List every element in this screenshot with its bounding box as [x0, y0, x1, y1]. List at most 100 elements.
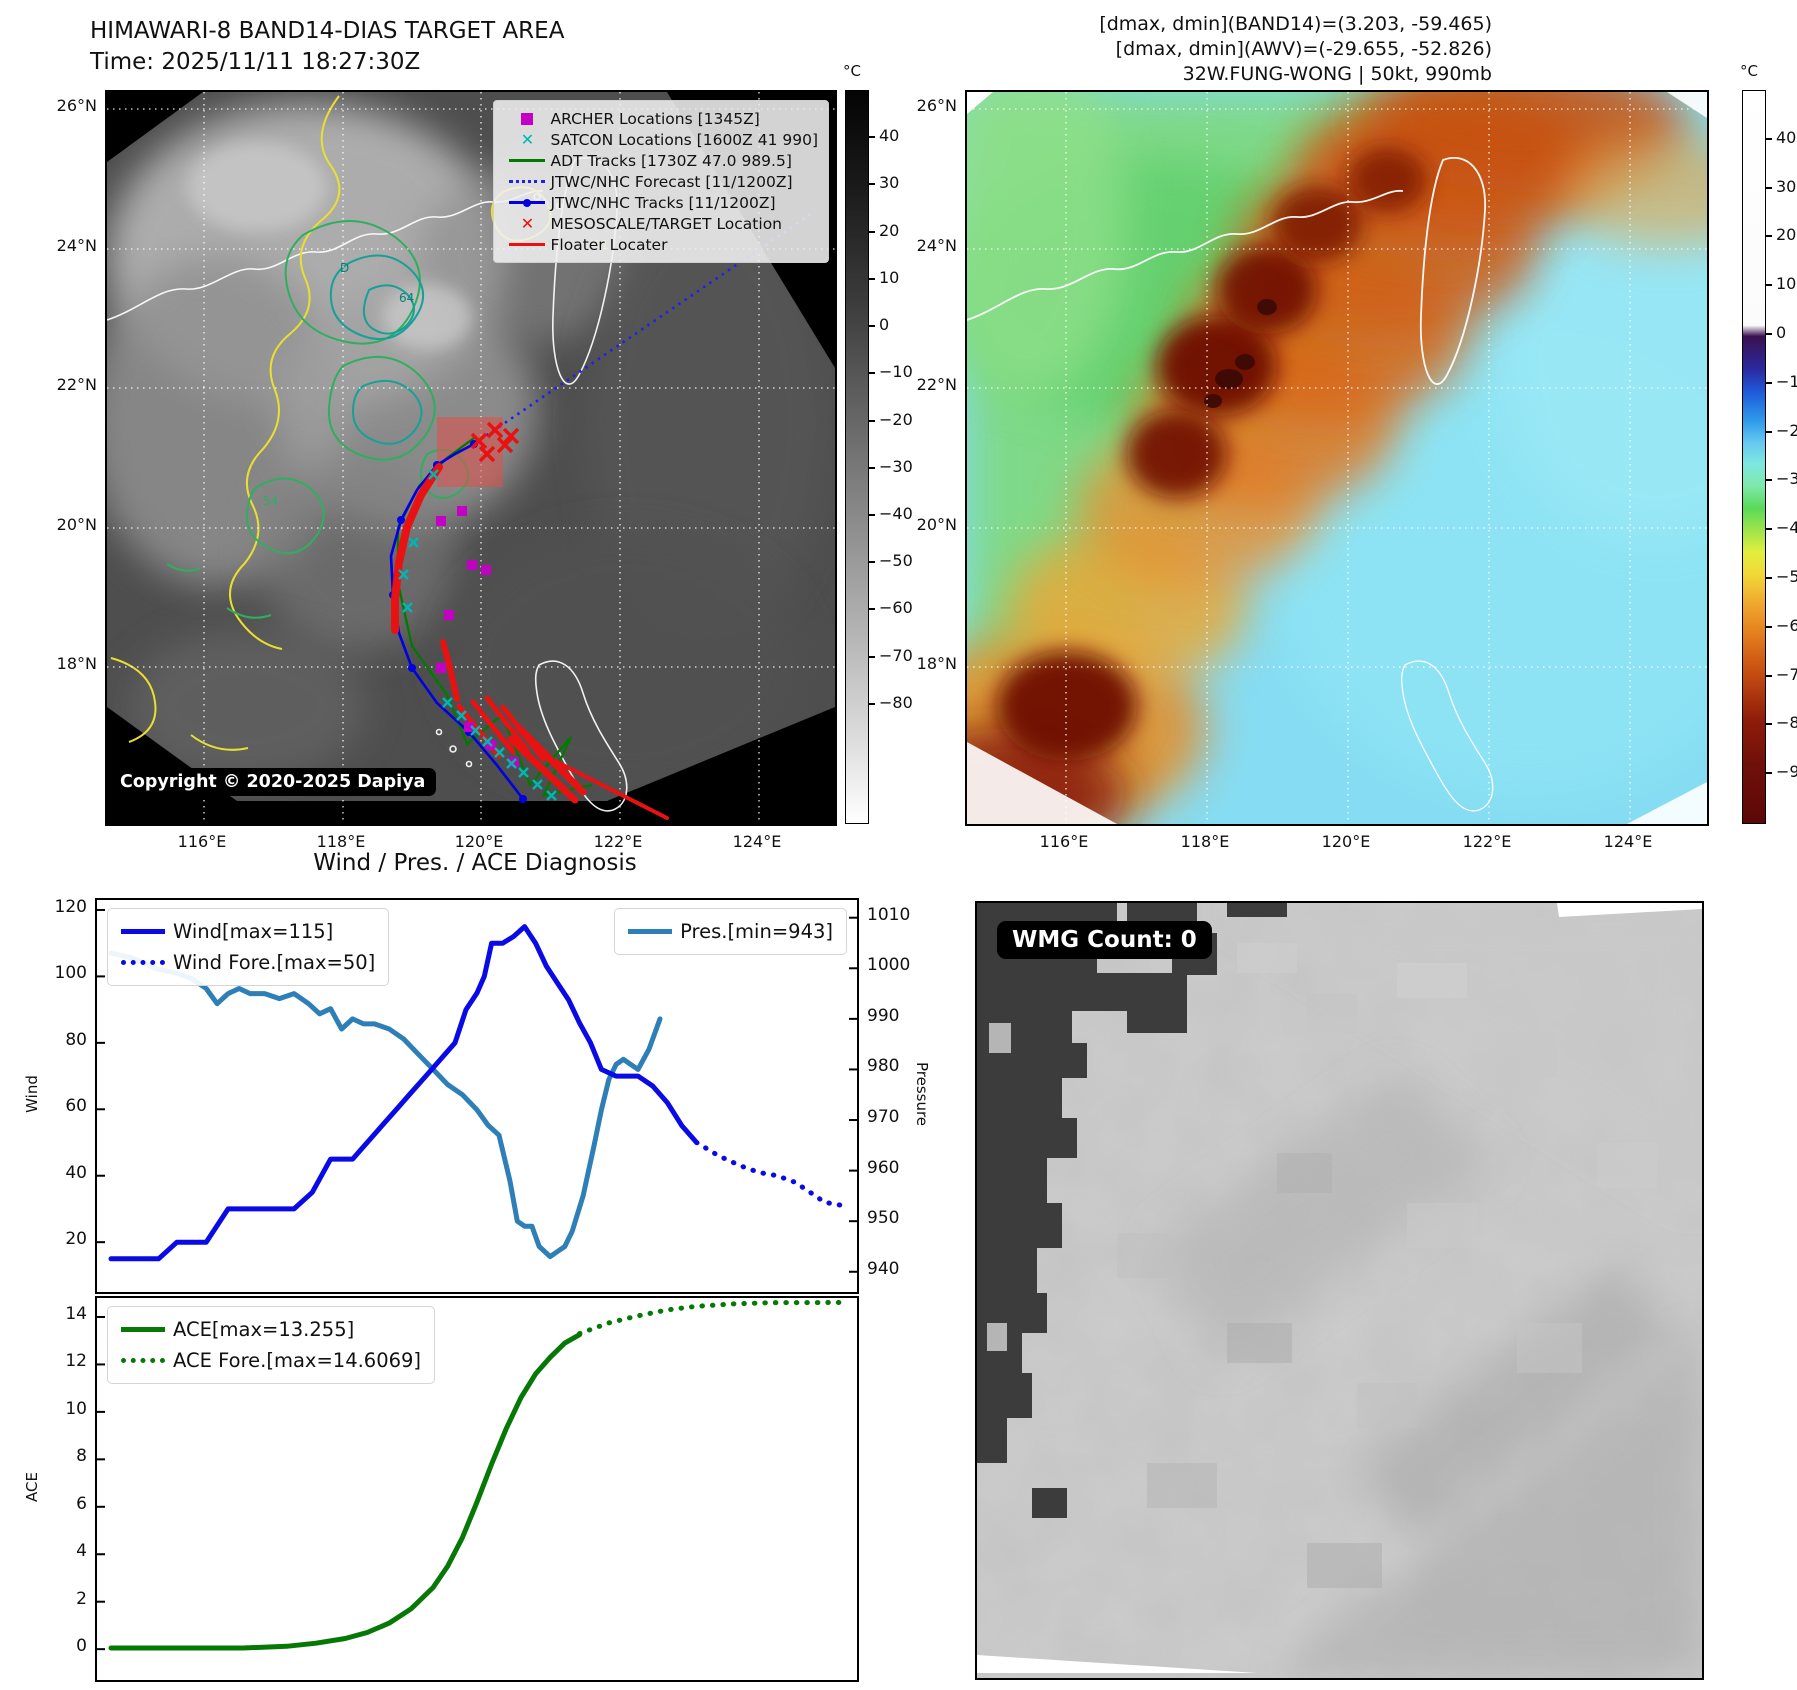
legend-item-label: JTWC/NHC Forecast [11/1200Z]	[550, 172, 793, 191]
awv-colorbar-tick	[1765, 186, 1772, 189]
band14-colorbar-tick	[868, 419, 875, 422]
legend-item-label: ARCHER Locations [1345Z]	[550, 109, 760, 128]
y-axis-tick-label: 100	[54, 963, 87, 984]
awv-colorbar-tick-label: 20	[1776, 225, 1797, 245]
y-axis-tick-label: 0	[76, 1636, 87, 1657]
awv-colorbar-tick-label: −60	[1776, 615, 1797, 635]
band14-colorbar-tick	[868, 466, 875, 469]
red-x-icon: ✕	[520, 214, 535, 233]
band14-map-lat-tick: 26°N	[56, 96, 97, 115]
band14-colorbar-tick	[868, 608, 875, 611]
dmax-dmin-band14: [dmax, dmin](BAND14)=(3.203, -59.465)	[1099, 13, 1492, 35]
band14-map-lat-tick: 24°N	[56, 236, 97, 255]
awv-map-lat-tick: 26°N	[916, 96, 957, 115]
awv-colorbar-tick-label: −80	[1776, 713, 1797, 733]
map-legend: ARCHER Locations [1345Z] ✕ SATCON Location…	[493, 100, 829, 263]
band14-colorbar-tick-label: 40	[879, 126, 900, 146]
y2-axis-tick-label: 990	[867, 1005, 900, 1026]
band14-map-panel: D 64 54 -31 ARCHER Locations [1345Z]✕SAT…	[105, 90, 837, 826]
y2-axis-tick-label: 960	[867, 1157, 900, 1178]
awv-map-lon-tick: 124°E	[1603, 832, 1653, 851]
band14-colorbar-tick	[868, 325, 875, 328]
awv-map-image	[967, 92, 1707, 824]
copyright-badge: Copyright © 2020-2025 Dapiya	[109, 768, 437, 796]
magenta-square-icon	[504, 112, 550, 125]
awv-colorbar-tick-label: −50	[1776, 567, 1797, 586]
y2-axis-tick-label: 940	[867, 1258, 900, 1279]
band14-colorbar-tick	[868, 277, 875, 280]
legend-item: JTWC/NHC Tracks [11/1200Z]	[504, 192, 818, 213]
contour-label-54: 54	[263, 494, 279, 508]
band14-colorbar-tick	[868, 702, 875, 705]
legend-item: JTWC/NHC Forecast [11/1200Z]	[504, 171, 818, 192]
band14-colorbar-tick	[868, 655, 875, 658]
cyan-x-icon: ✕	[520, 130, 535, 149]
ir-contours-green	[166, 220, 470, 619]
ir-contours-teal	[329, 254, 424, 445]
y2-axis-tick-label: 980	[867, 1056, 900, 1077]
band14-colorbar-tick-label: −80	[879, 692, 913, 712]
y-axis-tick-label: 14	[65, 1303, 87, 1324]
blue-dotted-line-icon	[504, 180, 550, 183]
legend-item-label: SATCON Locations [1600Z 41 990]	[550, 130, 818, 149]
y-axis-tick-label: 40	[65, 1162, 87, 1183]
band14-colorbar-tick-label: −50	[879, 551, 913, 571]
y2-axis-tick-label: 950	[867, 1208, 900, 1229]
awv-map-panel	[965, 90, 1709, 826]
wind-legend-label: Wind[max=115]	[173, 920, 334, 943]
dmax-dmin-awv: [dmax, dmin](AWV)=(-29.655, -52.826)	[1115, 38, 1492, 60]
band14-colorbar-tick	[868, 230, 875, 233]
y-axis-tick-label: 12	[65, 1351, 87, 1372]
pixel-blocks	[1117, 943, 1657, 1588]
wmg-panel: WMG Count: 0	[975, 901, 1704, 1680]
y2-axis-tick-label: 1010	[867, 904, 911, 925]
title-line2: Time: 2025/11/11 18:27:30Z	[90, 49, 421, 75]
y-axis-tick-label: 60	[65, 1096, 87, 1117]
y-axis-tick-label: 10	[65, 1398, 87, 1419]
dark-region-holes	[987, 1023, 1011, 1351]
band14-colorbar-tick-label: 20	[879, 220, 900, 240]
legend-item-label: Floater Locater	[550, 235, 668, 254]
y2-axis-tick-label: 970	[867, 1107, 900, 1128]
y-axis-tick-label: 80	[65, 1029, 87, 1050]
red-line-icon	[504, 243, 550, 246]
band14-colorbar-tick-label: −70	[879, 645, 913, 665]
awv-colorbar-tick-label: −40	[1776, 518, 1797, 538]
dark-region	[977, 903, 1287, 1518]
legend-item: ✕ MESOSCALE/TARGET Location	[504, 213, 818, 234]
awv-colorbar-tick-label: −10	[1776, 371, 1797, 391]
pressure-legend: Pres.[min=943]	[614, 908, 847, 955]
awv-map-lon-tick: 118°E	[1180, 832, 1230, 851]
awv-colorbar-tick	[1765, 235, 1772, 238]
y-axis-tick-label: 6	[76, 1493, 87, 1514]
band14-colorbar-unit: °C	[843, 62, 861, 80]
band14-map-lon-tick: 120°E	[454, 832, 504, 851]
awv-colorbar-tick	[1765, 723, 1772, 726]
band14-colorbar-tick	[868, 514, 875, 517]
awv-map-lon-tick: 116°E	[1039, 832, 1089, 851]
wind-axis-label: Wind	[23, 1075, 41, 1113]
wmg-count-badge: WMG Count: 0	[997, 921, 1212, 959]
ace-chart: ACE[max=13.255] ACE Fore.[max=14.6069]	[95, 1296, 859, 1682]
y2-axis-tick-label: 1000	[867, 955, 911, 976]
awv-colorbar-tick	[1765, 625, 1772, 628]
graticule	[967, 92, 1707, 824]
left-panel-title: HIMAWARI-8 BAND14-DIAS TARGET AREA Time:…	[90, 16, 564, 78]
legend-item: Floater Locater	[504, 234, 818, 255]
y-axis-tick-label: 20	[65, 1229, 87, 1250]
series-ace-fore-max-	[577, 1300, 846, 1337]
awv-colorbar-tick	[1765, 137, 1772, 140]
band14-colorbar-tick-label: −40	[879, 504, 913, 524]
awv-map-lat-tick: 24°N	[916, 236, 957, 255]
y-axis-tick-label: 120	[54, 896, 87, 917]
awv-colorbar-tick	[1765, 577, 1772, 579]
band14-map-lat-tick: 18°N	[56, 654, 97, 673]
legend-item-label: MESOSCALE/TARGET Location	[550, 214, 783, 233]
wind-pressure-chart: Wind[max=115] Wind Fore.[max=50] Pres.[m…	[95, 898, 859, 1294]
band14-colorbar-tick-label: −60	[879, 598, 913, 618]
cloud-texture	[107, 103, 827, 794]
band14-colorbar-tick	[868, 136, 875, 139]
band14-map-lon-tick: 124°E	[732, 832, 782, 851]
awv-map-lat-tick: 18°N	[916, 654, 957, 673]
